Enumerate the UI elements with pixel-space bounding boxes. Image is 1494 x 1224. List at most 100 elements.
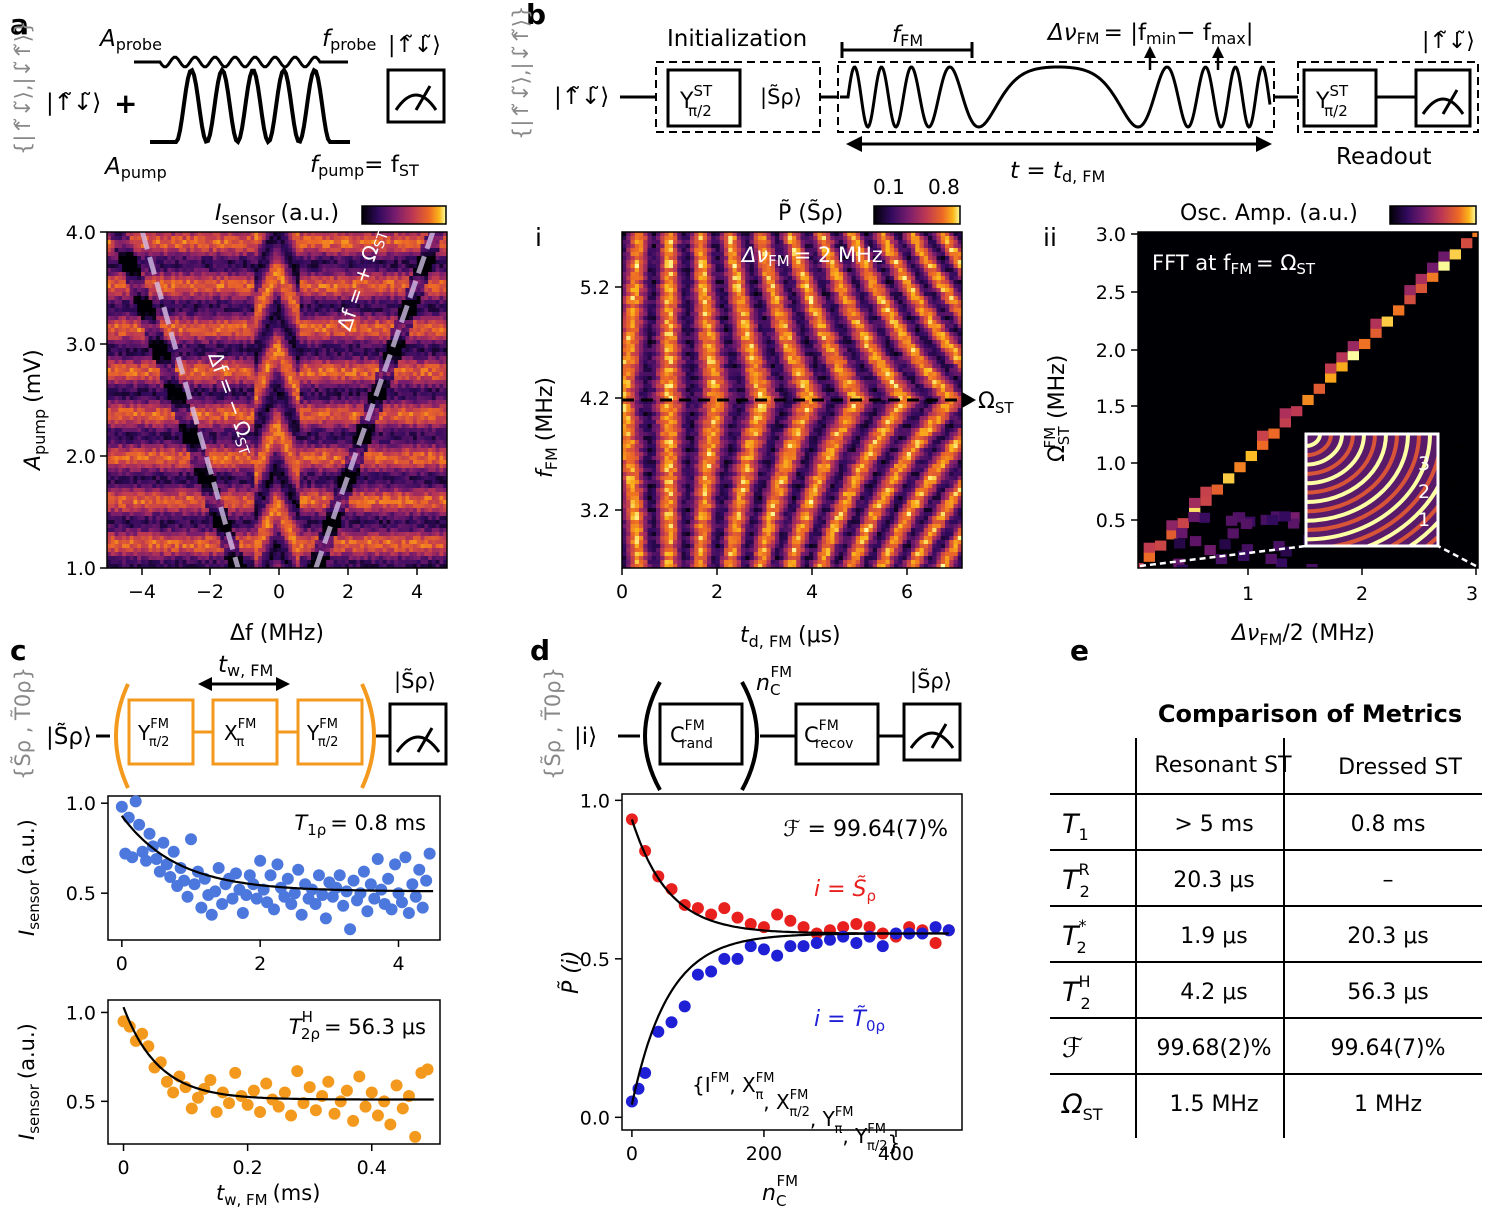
data-point <box>303 1081 316 1094</box>
data-point <box>292 863 305 876</box>
data-point <box>718 902 731 915</box>
data-point <box>209 885 222 898</box>
data-point <box>347 874 360 887</box>
data-point <box>229 867 242 880</box>
data-point <box>413 863 426 876</box>
y-tick-label: 0.5 <box>580 949 610 971</box>
data-point <box>731 952 744 965</box>
axes-frame-a <box>106 231 448 569</box>
data-point <box>797 921 810 934</box>
y-axis-label-bi: fFM(MHz) <box>533 377 561 478</box>
chart-c-bottom: 0 0.2 0.4 0.5 1.0 TH 2ρ = 56.3 μs Isensor(a.u.) t… <box>15 999 441 1209</box>
y-tick-label: 0.5 <box>1096 510 1126 532</box>
y-tick-label: 4.0 <box>66 222 96 244</box>
inset-tick: 3 <box>1418 453 1430 475</box>
y-tick-label: 2.5 <box>1096 282 1126 304</box>
pump-amp-label: Apump <box>103 154 167 182</box>
table-cell: 99.68(2)% <box>1156 1036 1271 1061</box>
data-point <box>771 908 784 921</box>
table-cell: > 5 ms <box>1174 812 1253 837</box>
data-point <box>334 1095 347 1108</box>
time-label-b: t = td, FM <box>1010 158 1105 186</box>
data-point <box>291 1065 304 1078</box>
data-point <box>731 911 744 924</box>
data-point <box>210 1106 223 1118</box>
data-point <box>122 811 135 824</box>
data-point <box>354 887 367 900</box>
data-point <box>191 1091 204 1104</box>
data-point <box>167 1086 180 1099</box>
data-point <box>288 887 301 900</box>
gate-label-c2: XFM π <box>224 717 256 750</box>
data-point <box>337 899 350 912</box>
heatmap-bi <box>622 232 962 568</box>
data-point <box>322 1075 335 1088</box>
panel-a: a {|↑̃↓̃⟩,|↓̃↑̃⟩} |↑̃↓̃⟩ + Aprobe fprobe… <box>10 8 448 646</box>
data-point <box>316 889 329 901</box>
column-header: Dressed ST <box>1338 755 1462 780</box>
y-axis-bi: 3.2 4.2 5.2 fFM(MHz) <box>533 277 622 522</box>
readout-state-b: |↑̃↓̃⟩ <box>1422 29 1475 54</box>
data-point <box>389 858 402 871</box>
axes-frame-bii <box>1137 231 1479 569</box>
y-axis-label-c-bottom: Isensor(a.u.) <box>15 1023 43 1140</box>
data-point <box>243 869 256 882</box>
data-point <box>143 827 156 840</box>
data-point <box>850 936 863 949</box>
data-point <box>744 917 757 930</box>
table-title: Comparison of Metrics <box>1158 700 1462 728</box>
y-axis-bii: 0.5 1.0 1.5 2.0 2.5 3.0 ΩSTFM(MHz) <box>1041 224 1138 532</box>
panel-label-c: c <box>10 634 27 667</box>
y-tick-label: 5.2 <box>580 277 610 299</box>
colorbar-tick: 0.8 <box>928 175 960 199</box>
x-tick-label: 2 <box>1356 583 1368 605</box>
y-tick-label: 1.0 <box>66 1002 96 1024</box>
data-point <box>625 813 638 826</box>
init-title: Initialization <box>667 26 807 52</box>
omega-st-marker-arrow <box>962 392 976 408</box>
gate-label-c3: YFM π/2 <box>306 717 338 750</box>
data-point <box>359 1100 372 1113</box>
data-point <box>416 901 429 914</box>
data-point <box>247 1084 260 1097</box>
y-tick-label: 1.0 <box>66 558 96 580</box>
data-point <box>312 869 325 882</box>
x-tick-label: 200 <box>746 1143 782 1165</box>
x-tick-label: 4 <box>392 953 404 975</box>
y-tick-label: 1.5 <box>1096 396 1126 418</box>
basis-label-d: {S̃ρ , T̃0ρ} <box>540 667 565 780</box>
data-point <box>929 936 942 949</box>
readout-title: Readout <box>1336 144 1431 170</box>
y-tick-label: 3.0 <box>1096 224 1126 246</box>
inset-tick: 1 <box>1418 509 1430 531</box>
readout-state-a: |↑̃↓̃⟩ <box>388 33 441 58</box>
panel-d: d {S̃ρ , T̃0ρ} |i⟩ CFM rand nCFM CFM recov… <box>530 634 963 1210</box>
data-point <box>797 940 810 953</box>
axes-frame <box>621 793 963 1131</box>
x-tick-label: 6 <box>901 581 913 603</box>
table-cell: 20.3 μs <box>1347 924 1428 949</box>
data-point <box>264 869 277 882</box>
colorbar-bi <box>873 205 961 225</box>
data-point <box>254 854 267 867</box>
data-point <box>150 853 163 865</box>
data-point <box>340 885 353 898</box>
y-tick-label: 3.2 <box>580 500 610 522</box>
data-point <box>226 892 239 905</box>
x-tick-label: 0.4 <box>357 1157 387 1179</box>
series-label-t: i = T̃0ρ <box>814 1006 885 1035</box>
panel-label-a: a <box>10 8 29 41</box>
annotation-bii: FFT at fFM = ΩST <box>1152 251 1316 278</box>
repeat-label-d: nCFM <box>756 663 792 699</box>
gate-label-recov: CFM recov <box>804 718 853 752</box>
x-axis-label-d: nCFM <box>762 1172 798 1210</box>
data-point <box>205 908 218 921</box>
column-header: Resonant ST <box>1154 753 1292 778</box>
data-point <box>378 1095 391 1108</box>
data-point <box>409 890 422 903</box>
table-cell: 1 MHz <box>1354 1092 1422 1117</box>
panel-label-d: d <box>530 634 550 667</box>
table-cell: 1.5 MHz <box>1169 1092 1258 1117</box>
heatmap-a <box>107 232 447 568</box>
data-point <box>837 921 850 934</box>
